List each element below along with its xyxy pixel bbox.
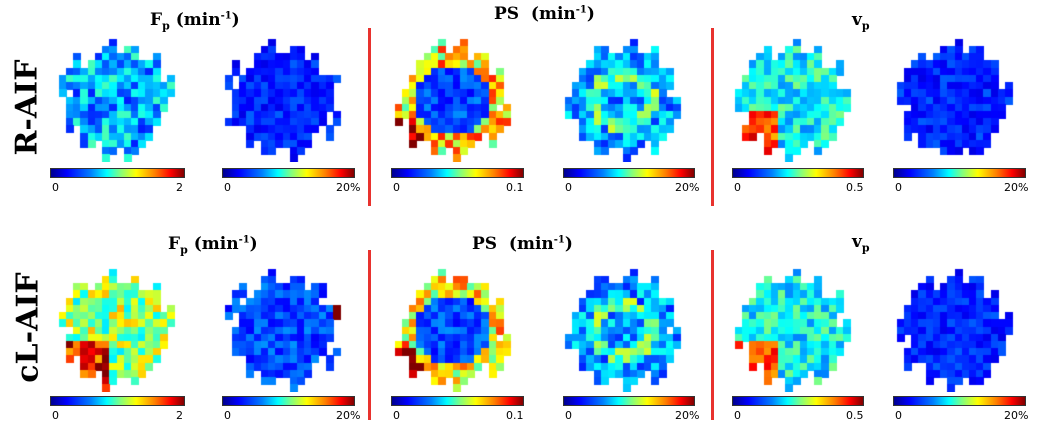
colorbar-fp-max-r-aif: 2	[176, 181, 183, 194]
map-fp-error-cl-aif	[218, 262, 348, 392]
colorbar-ps-max-r-aif: 0.1	[506, 181, 524, 194]
colorbar-ps-cl-aif	[391, 396, 524, 406]
divider-row2-left	[368, 250, 371, 420]
colorbar-fp-error-cl-aif	[222, 396, 355, 406]
colorbar-fp-min-cl-aif: 0	[52, 409, 59, 422]
map-vp-cl-aif	[728, 262, 858, 392]
divider-row1-right	[711, 28, 714, 206]
map-fp-cl-aif	[52, 262, 182, 392]
colorbar-vp-error-min-cl-aif: 0	[895, 409, 902, 422]
colorbar-vp-max-r-aif: 0.5	[846, 181, 864, 194]
colorbar-vp-error-r-aif	[893, 168, 1026, 178]
colorbar-fp-cl-aif	[50, 396, 185, 406]
map-ps-error-r-aif	[558, 32, 688, 162]
colorbar-fp-max-cl-aif: 2	[176, 409, 183, 422]
colorbar-vp-min-r-aif: 0	[734, 181, 741, 194]
map-fp-error-r-aif	[218, 32, 348, 162]
colorbar-vp-min-cl-aif: 0	[734, 409, 741, 422]
colorbar-ps-r-aif	[391, 168, 524, 178]
colorbar-vp-max-cl-aif: 0.5	[846, 409, 864, 422]
header-fp-r-aif: Fp (min-1)	[150, 10, 240, 33]
colorbar-fp-error-min-cl-aif: 0	[224, 409, 231, 422]
map-ps-cl-aif	[388, 262, 518, 392]
colorbar-ps-error-r-aif	[563, 168, 695, 178]
colorbar-ps-error-max-r-aif: 20%	[675, 181, 700, 194]
colorbar-fp-r-aif	[50, 168, 185, 178]
colorbar-fp-error-min-r-aif: 0	[224, 181, 231, 194]
colorbar-ps-min-cl-aif: 0	[393, 409, 400, 422]
colorbar-fp-error-max-r-aif: 20%	[336, 181, 361, 194]
row-label-r-aif: R-AIF	[9, 59, 45, 156]
colorbar-vp-error-max-cl-aif: 20%	[1004, 409, 1029, 422]
header-fp-cl-aif: Fp (min-1)	[168, 234, 258, 257]
map-ps-r-aif	[388, 32, 518, 162]
map-vp-r-aif	[728, 32, 858, 162]
colorbar-vp-r-aif	[732, 168, 864, 178]
colorbar-ps-error-max-cl-aif: 20%	[675, 409, 700, 422]
colorbar-ps-max-cl-aif: 0.1	[506, 409, 524, 422]
header-vp-cl-aif: vp	[852, 232, 870, 255]
colorbar-fp-error-r-aif	[222, 168, 355, 178]
row-label-cl-aif: cL-AIF	[10, 272, 46, 383]
divider-row2-right	[711, 250, 714, 420]
header-ps-cl-aif: PS (min-1)	[472, 234, 573, 254]
colorbar-fp-min-r-aif: 0	[52, 181, 59, 194]
colorbar-ps-error-min-r-aif: 0	[565, 181, 572, 194]
colorbar-vp-cl-aif	[732, 396, 864, 406]
colorbar-vp-error-min-r-aif: 0	[895, 181, 902, 194]
header-vp-r-aif: vp	[852, 10, 870, 33]
header-ps-r-aif: PS (min-1)	[494, 4, 595, 24]
map-fp-r-aif	[52, 32, 182, 162]
colorbar-fp-error-max-cl-aif: 20%	[336, 409, 361, 422]
divider-row1-left	[368, 28, 371, 206]
colorbar-ps-min-r-aif: 0	[393, 181, 400, 194]
map-vp-error-r-aif	[890, 32, 1020, 162]
colorbar-ps-error-min-cl-aif: 0	[565, 409, 572, 422]
colorbar-ps-error-cl-aif	[563, 396, 695, 406]
map-ps-error-cl-aif	[558, 262, 688, 392]
colorbar-vp-error-max-r-aif: 20%	[1004, 181, 1029, 194]
map-vp-error-cl-aif	[890, 262, 1020, 392]
colorbar-vp-error-cl-aif	[893, 396, 1026, 406]
